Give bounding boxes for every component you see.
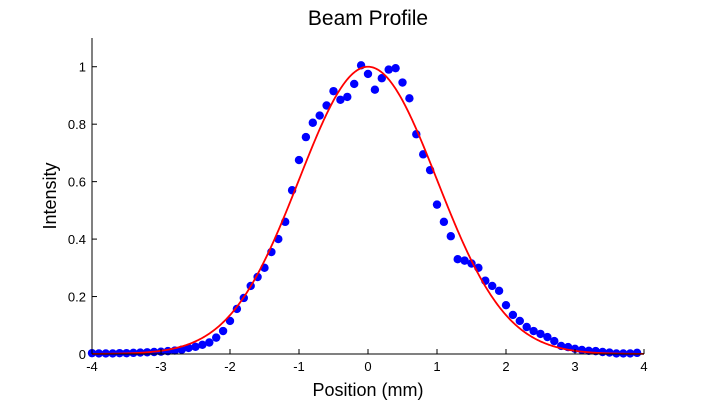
x-tick-label: 0 [364, 359, 371, 374]
x-tick-label: -3 [155, 359, 167, 374]
data-point [405, 94, 414, 103]
data-point [301, 132, 311, 142]
data-point [308, 118, 317, 127]
data-point [522, 322, 531, 332]
y-axis-label: Intensity [40, 162, 60, 229]
x-tick-label: 3 [571, 359, 578, 374]
data-point [550, 336, 559, 346]
y-tick-label: 0.2 [68, 290, 86, 305]
x-ticks: -4 -3 -2 -1 0 1 2 3 4 [86, 349, 648, 374]
x-tick-label: -4 [86, 359, 98, 374]
data-point [363, 69, 373, 79]
x-tick-label: 2 [502, 359, 509, 374]
data-point [232, 304, 242, 314]
data-point [501, 300, 511, 310]
data-point [218, 326, 228, 336]
x-tick-label: -2 [224, 359, 236, 374]
data-point [370, 85, 380, 94]
y-tick-label: 0.8 [68, 117, 86, 132]
data-point [453, 255, 462, 264]
data-point [398, 78, 407, 87]
chart-title: Beam Profile [308, 7, 428, 30]
x-tick-label: -1 [293, 359, 305, 374]
data-point [439, 217, 449, 227]
data-point [350, 79, 359, 89]
data-point [515, 316, 524, 326]
x-tick-label: 1 [433, 359, 440, 374]
data-point [460, 256, 469, 265]
data-point [294, 155, 304, 165]
data-point [632, 348, 642, 358]
data-point [191, 342, 200, 352]
data-point [212, 333, 221, 342]
data-point [529, 326, 538, 336]
data-point [343, 92, 352, 102]
data-point [329, 86, 338, 96]
data-point [494, 286, 504, 295]
data-point [488, 281, 497, 291]
data-point [198, 340, 207, 350]
y-tick-label: 1 [79, 60, 86, 75]
y-tick-label: 0 [79, 347, 86, 362]
data-point [543, 332, 552, 342]
data-point [205, 338, 214, 347]
y-tick-label: 0.4 [68, 232, 86, 247]
data-point [377, 74, 386, 83]
measured-series [87, 61, 642, 358]
y-ticks: 0 0.2 0.4 0.6 0.8 1 [68, 60, 97, 362]
data-point [225, 316, 235, 326]
plot-area [87, 61, 644, 358]
data-point [508, 310, 518, 320]
x-tick-label: 4 [640, 359, 647, 374]
x-axis-label: Position (mm) [312, 380, 423, 400]
data-point [432, 200, 442, 209]
data-point [315, 111, 324, 120]
data-point [391, 63, 400, 73]
y-tick-label: 0.6 [68, 175, 86, 190]
data-point [384, 65, 393, 74]
data-point [336, 95, 345, 104]
data-point [322, 101, 331, 110]
data-point [446, 232, 455, 241]
gaussian-fit-line [92, 65, 644, 355]
data-point [536, 329, 545, 339]
